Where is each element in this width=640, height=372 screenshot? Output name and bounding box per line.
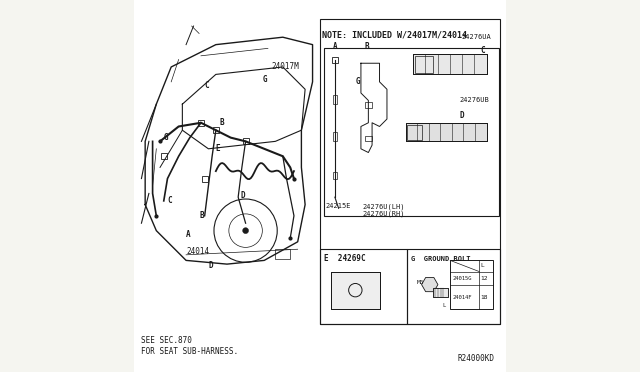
Bar xyxy=(365,102,372,108)
Bar xyxy=(324,48,499,216)
Text: 12: 12 xyxy=(480,276,488,281)
Bar xyxy=(243,138,248,144)
Text: B: B xyxy=(365,42,369,51)
Text: M6: M6 xyxy=(417,280,424,285)
Text: 24276U(RH): 24276U(RH) xyxy=(363,211,405,217)
Bar xyxy=(333,132,337,141)
Bar xyxy=(408,249,500,324)
Text: B: B xyxy=(199,211,204,220)
Text: E: E xyxy=(216,144,220,153)
Text: G: G xyxy=(164,133,168,142)
Text: L: L xyxy=(480,263,484,269)
Bar xyxy=(332,57,338,63)
Bar xyxy=(406,123,488,141)
Bar xyxy=(333,95,337,104)
Bar xyxy=(415,56,433,73)
Text: E  24269C: E 24269C xyxy=(324,254,365,263)
Bar xyxy=(198,120,204,126)
Text: A: A xyxy=(333,42,337,51)
Text: D: D xyxy=(209,262,213,270)
Text: C: C xyxy=(480,46,484,55)
Text: 24014F: 24014F xyxy=(452,295,472,300)
Text: A: A xyxy=(186,230,191,239)
Bar xyxy=(365,136,372,141)
Text: D: D xyxy=(240,191,244,200)
Text: C: C xyxy=(168,196,172,205)
Text: 24017M: 24017M xyxy=(271,62,300,71)
Text: SEE SEC.870: SEE SEC.870 xyxy=(141,336,192,345)
Bar xyxy=(320,19,500,324)
Text: B: B xyxy=(220,118,224,127)
Text: G: G xyxy=(355,77,360,86)
Text: NOTE: INCLUDED W/24017M/24014: NOTE: INCLUDED W/24017M/24014 xyxy=(322,31,467,40)
Bar xyxy=(320,249,408,324)
Text: 24015G: 24015G xyxy=(452,276,472,281)
Bar xyxy=(161,153,167,159)
Bar xyxy=(413,54,488,74)
Bar xyxy=(333,172,337,179)
Bar xyxy=(275,249,291,259)
Text: 24276U(LH): 24276U(LH) xyxy=(363,203,405,210)
Text: C: C xyxy=(205,81,209,90)
Bar xyxy=(433,288,449,297)
Bar xyxy=(433,288,449,297)
Text: D: D xyxy=(460,111,464,120)
Bar xyxy=(406,123,488,141)
Text: G  GROUND BOLT: G GROUND BOLT xyxy=(411,256,470,262)
Bar xyxy=(413,54,488,74)
Text: G: G xyxy=(262,76,267,84)
Text: 24276UB: 24276UB xyxy=(460,97,489,103)
Text: 24215E: 24215E xyxy=(326,203,351,209)
Bar xyxy=(202,176,207,182)
Text: 18: 18 xyxy=(480,295,488,300)
Bar xyxy=(213,127,219,133)
Bar xyxy=(331,272,380,309)
Bar xyxy=(450,260,493,309)
Bar xyxy=(408,125,422,140)
Text: 24014: 24014 xyxy=(186,247,209,256)
Text: 24276UA: 24276UA xyxy=(461,34,491,40)
Circle shape xyxy=(243,228,248,234)
Text: L: L xyxy=(443,302,446,308)
Text: R24000KD: R24000KD xyxy=(458,355,495,363)
Bar xyxy=(331,272,380,309)
Text: FOR SEAT SUB-HARNESS.: FOR SEAT SUB-HARNESS. xyxy=(141,347,239,356)
